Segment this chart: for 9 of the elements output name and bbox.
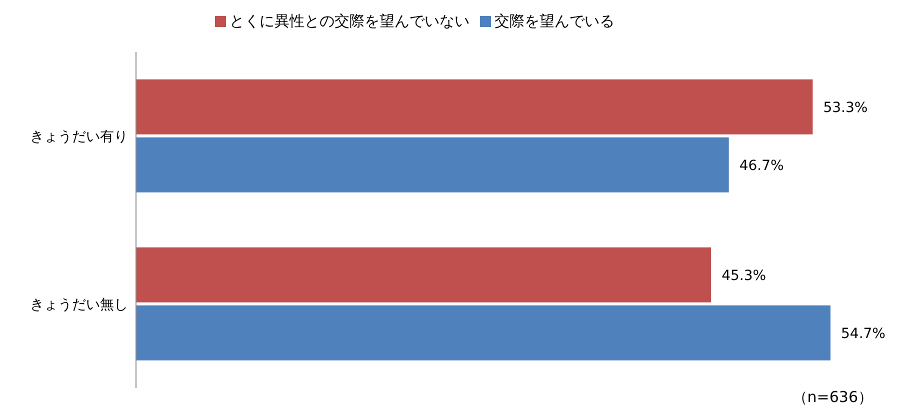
data-label: 45.3% [722,268,766,284]
legend-label: とくに異性との交際を望んでいない [230,12,470,30]
y-tick-label: きょうだい有り [30,128,128,145]
legend-label: 交際を望んでいる [494,12,614,30]
data-label: 46.7% [739,158,784,174]
y-tick-label: きょうだい無し [30,296,128,313]
data-label: 53.3% [823,100,868,116]
annotation: （n=636） [792,388,873,407]
data-label: 54.7% [841,326,886,342]
